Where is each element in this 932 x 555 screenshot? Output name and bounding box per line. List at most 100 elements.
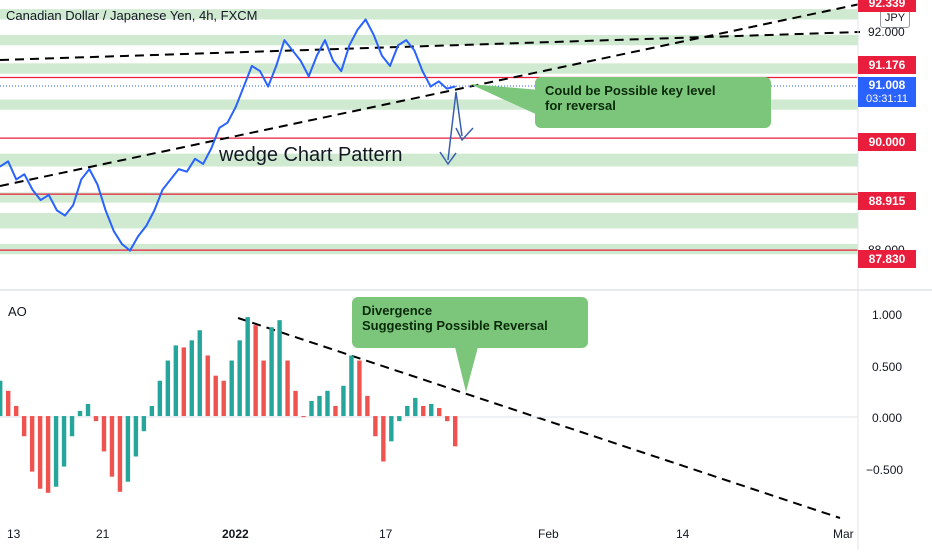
price-point [340, 70, 343, 72]
support-resistance-zone [0, 153, 858, 167]
price-point [332, 59, 334, 62]
ao-bar [85, 403, 91, 417]
ao-bar [149, 405, 155, 417]
ao-y-tick-label: 0.500 [872, 360, 903, 374]
ao-bar [389, 416, 394, 442]
price-point [299, 59, 302, 62]
support-resistance-zone [0, 212, 858, 229]
support-resistance-zone [0, 63, 858, 74]
key-level-callout-line2: for reversal [545, 98, 616, 113]
price-tag-top: 92.339 [858, 0, 916, 12]
support-resistance-zone [0, 243, 858, 255]
price-point [56, 209, 58, 212]
price-point [218, 127, 221, 129]
price-point [251, 65, 253, 67]
price-point [437, 80, 440, 83]
ao-bar [101, 416, 107, 452]
price-point [194, 158, 196, 160]
ao-bar [293, 390, 298, 417]
price-point [137, 235, 139, 237]
ao-bar [253, 325, 258, 417]
price-point [364, 18, 367, 21]
price-point [446, 87, 448, 90]
ao-bar [285, 360, 290, 417]
ao-bar [261, 360, 266, 417]
support-resistance-zone [0, 9, 858, 20]
price-point [210, 147, 213, 150]
support-resistance-zone [0, 99, 858, 110]
ao-bar [173, 345, 179, 417]
ao-bar [157, 380, 163, 417]
chart-title: Canadian Dollar / Japanese Yen, 4h, FXCM [6, 8, 258, 23]
projection-arrow-icon [439, 91, 474, 166]
current-price-value: 91.008 [868, 78, 906, 92]
price-point [454, 85, 456, 88]
x-tick-label: 13 [7, 527, 21, 541]
ao-bar [117, 416, 123, 492]
ao-bar [0, 380, 3, 417]
ao-bar [181, 347, 186, 417]
price-point [64, 214, 66, 217]
price-point [47, 194, 50, 196]
price-point [389, 65, 391, 67]
price-point [96, 183, 99, 186]
price-point [291, 49, 294, 52]
key-level-callout: Could be Possible key level for reversal [535, 77, 771, 128]
ao-bar [229, 360, 234, 417]
ao-layer [0, 317, 458, 493]
price-point [145, 225, 148, 227]
wedge-lower-line[interactable] [0, 3, 861, 187]
ao-bar [453, 416, 458, 447]
ao-bar [197, 330, 202, 417]
ao-y-tick-label: −0.500 [866, 463, 904, 477]
x-tick-label: 2022 [222, 527, 249, 541]
price-point [381, 54, 383, 57]
ao-bar [437, 407, 442, 417]
wedge-upper-line[interactable] [0, 31, 861, 61]
wedge-pattern-label: wedge Chart Pattern [219, 144, 403, 166]
price-point [153, 209, 156, 212]
price-point [283, 39, 286, 41]
price-point [112, 230, 115, 232]
ao-bar [29, 416, 35, 472]
ao-bar [445, 416, 450, 422]
ao-bar [13, 405, 19, 417]
ao-bar [189, 340, 194, 417]
ao-bar [397, 416, 402, 422]
price-point [324, 39, 326, 41]
price-point [234, 106, 237, 108]
ao-bar [341, 385, 346, 417]
ao-bar [429, 403, 434, 417]
ao-y-tick-label: 1.000 [872, 308, 903, 322]
ao-bar [373, 416, 378, 437]
price-point [275, 65, 278, 67]
price-point [0, 165, 1, 168]
ao-bar [21, 416, 27, 437]
ao-y-tick-label: 0.000 [872, 411, 903, 425]
price-point [177, 168, 180, 170]
ao-bar [221, 380, 226, 417]
ao-bar [5, 390, 11, 417]
key-level-callout-pointer [470, 84, 540, 116]
price-point [202, 163, 204, 165]
ao-bar [277, 320, 282, 417]
ao-bar [333, 405, 338, 417]
zone-layer [0, 9, 858, 255]
ao-divergence-line[interactable] [237, 317, 841, 519]
price-point [169, 178, 172, 181]
ao-bar [237, 340, 242, 417]
divergence-callout: Divergence Suggesting Possible Reversal [352, 297, 588, 348]
divergence-callout-line1: Divergence [362, 303, 433, 318]
price-point [226, 121, 229, 124]
x-tick-label: 21 [96, 527, 110, 541]
price-point [23, 173, 26, 176]
support-resistance-zone [0, 192, 858, 203]
price-point [413, 49, 416, 52]
price-point [421, 70, 424, 72]
price-point [242, 85, 245, 88]
ao-indicator-label[interactable]: AO [8, 304, 27, 319]
price-point [397, 44, 399, 47]
divergence-callout-line2: Suggesting Possible Reversal [362, 318, 548, 333]
x-tick-label: 14 [676, 527, 690, 541]
